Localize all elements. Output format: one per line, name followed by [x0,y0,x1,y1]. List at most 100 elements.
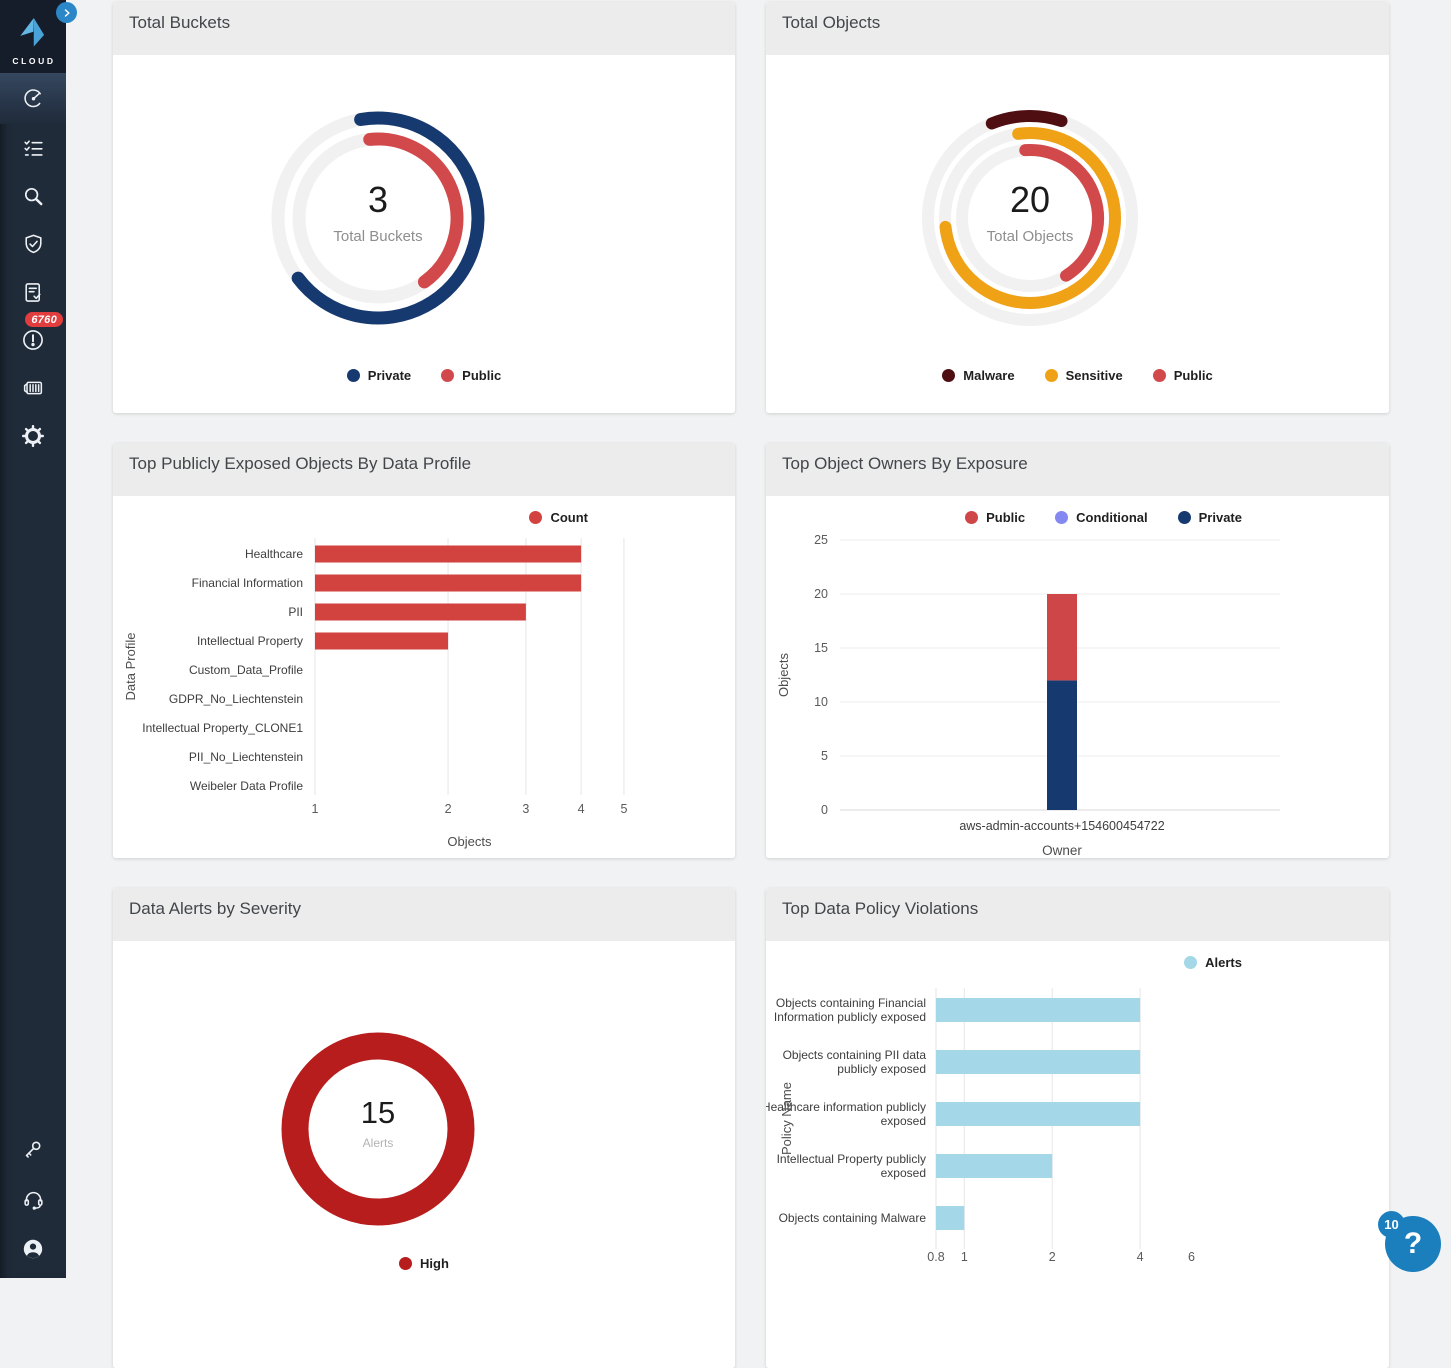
svg-text:Information publicly exposed: Information publicly exposed [774,1010,926,1024]
sidebar-item-settings[interactable] [0,412,66,460]
svg-text:25: 25 [814,533,828,547]
legend-item[interactable]: Private [347,368,411,383]
svg-text:PII_No_Liechtenstein: PII_No_Liechtenstein [189,750,303,764]
sidebar-item-support[interactable] [0,1174,66,1224]
legend-label: Conditional [1076,510,1148,525]
legend-label: Public [986,510,1025,525]
svg-text:0: 0 [821,803,828,817]
chart-canvas: 0510152025aws-admin-accounts+15460045472… [766,496,1389,858]
legend-label: Private [368,368,411,383]
notification-count-badge[interactable]: 10 [1378,1211,1405,1238]
svg-text:PII: PII [288,605,303,619]
alerts-icon [20,327,46,353]
ring-center-value: 20 [1010,179,1050,220]
svg-text:exposed: exposed [881,1166,926,1180]
dashboard-icon [21,86,46,111]
svg-text:2: 2 [1049,1250,1056,1264]
legend-item[interactable]: Public [1153,368,1213,383]
svg-text:10: 10 [814,695,828,709]
legend-dot-icon [399,1257,412,1270]
svg-text:Financial Information: Financial Information [192,576,303,590]
panel-header: Top Data Policy Violations [766,888,1389,941]
legend-label: Public [1174,368,1213,383]
sidebar: CLOUD [0,0,66,1278]
ring-center-value: 3 [368,179,388,220]
svg-text:Intellectual Property_CLONE1: Intellectual Property_CLONE1 [142,721,303,735]
svg-text:3: 3 [522,802,529,816]
sidebar-bottom-nav [0,1124,66,1274]
legend-item[interactable]: Count [529,510,588,525]
panel-header: Data Alerts by Severity [113,888,735,941]
panel-body: 1 2 3 4 5 Healthcare Financial Information PII I… [113,496,735,858]
legend-dot-icon [1055,511,1068,524]
sidebar-item-investigate[interactable] [0,172,66,220]
legend-label: Public [462,368,501,383]
shield-check-icon [21,232,46,257]
legend-dot-icon [1184,956,1197,969]
sidebar-item-reports[interactable] [0,268,66,316]
legend-item[interactable]: Alerts [1184,955,1242,970]
svg-text:1: 1 [312,802,319,816]
legend-item[interactable]: Malware [942,368,1014,383]
legend-dot-icon [347,369,360,382]
sidebar-expand-button[interactable] [56,2,77,23]
legend-label: High [420,1256,449,1271]
legend-item[interactable]: Sensitive [1045,368,1123,383]
svg-text:4: 4 [1137,1250,1144,1264]
legend-item[interactable]: Conditional [1055,510,1148,525]
svg-text:Policy Name: Policy Name [779,1082,794,1155]
report-icon [21,280,46,305]
svg-text:Intellectual Property: Intellectual Property [197,634,303,648]
legend-label: Count [550,510,588,525]
legend-dot-icon [1178,511,1191,524]
svg-text:Objects containing Malware: Objects containing Malware [779,1211,927,1225]
panel-header: Total Objects [766,2,1389,55]
sidebar-item-account[interactable] [0,1224,66,1274]
legend-item[interactable]: High [399,1256,449,1271]
sidebar-item-alerts[interactable]: 6760 [0,316,66,364]
sidebar-item-storage[interactable] [0,364,66,412]
svg-text:Objects containing Financial: Objects containing Financial [776,996,926,1010]
svg-text:Weibeler Data Profile: Weibeler Data Profile [190,779,303,793]
legend-dot-icon [441,369,454,382]
panel-title: Top Data Policy Violations [782,899,978,918]
headset-icon [21,1187,46,1212]
search-icon [21,184,46,209]
sidebar-item-policies[interactable] [0,124,66,172]
svg-text:1: 1 [961,1250,968,1264]
legend-item[interactable]: Public [965,510,1025,525]
legend-label: Alerts [1205,955,1242,970]
svg-text:Objects: Objects [447,834,492,849]
svg-text:exposed: exposed [881,1114,926,1128]
panel-exposed-objects: Top Publicly Exposed Objects By Data Pro… [113,443,735,858]
legend-dot-icon [1045,369,1058,382]
ring-center-label: Alerts [363,1136,394,1150]
chart-canvas: 1 2 3 4 5 Healthcare Financial Information PII I… [113,496,735,858]
legend-item[interactable]: Private [1178,510,1242,525]
panel-header: Top Object Owners By Exposure [766,443,1389,496]
svg-text:aws-admin-accounts+15460045472: aws-admin-accounts+154600454722 [959,819,1164,833]
svg-text:Owner: Owner [1042,843,1082,858]
sidebar-item-compliance[interactable] [0,220,66,268]
svg-text:2: 2 [445,802,452,816]
svg-text:Healthcare: Healthcare [245,547,303,561]
svg-text:5: 5 [620,802,627,816]
sidebar-item-dashboard[interactable] [0,73,66,124]
sidebar-item-api-keys[interactable] [0,1124,66,1174]
svg-text:4: 4 [578,802,585,816]
panel-title: Top Publicly Exposed Objects By Data Pro… [129,454,471,473]
svg-text:Objects: Objects [776,652,791,697]
svg-text:Intellectual Property publicly: Intellectual Property publicly [777,1152,926,1166]
svg-text:20: 20 [814,587,828,601]
legend-item[interactable]: Public [441,368,501,383]
